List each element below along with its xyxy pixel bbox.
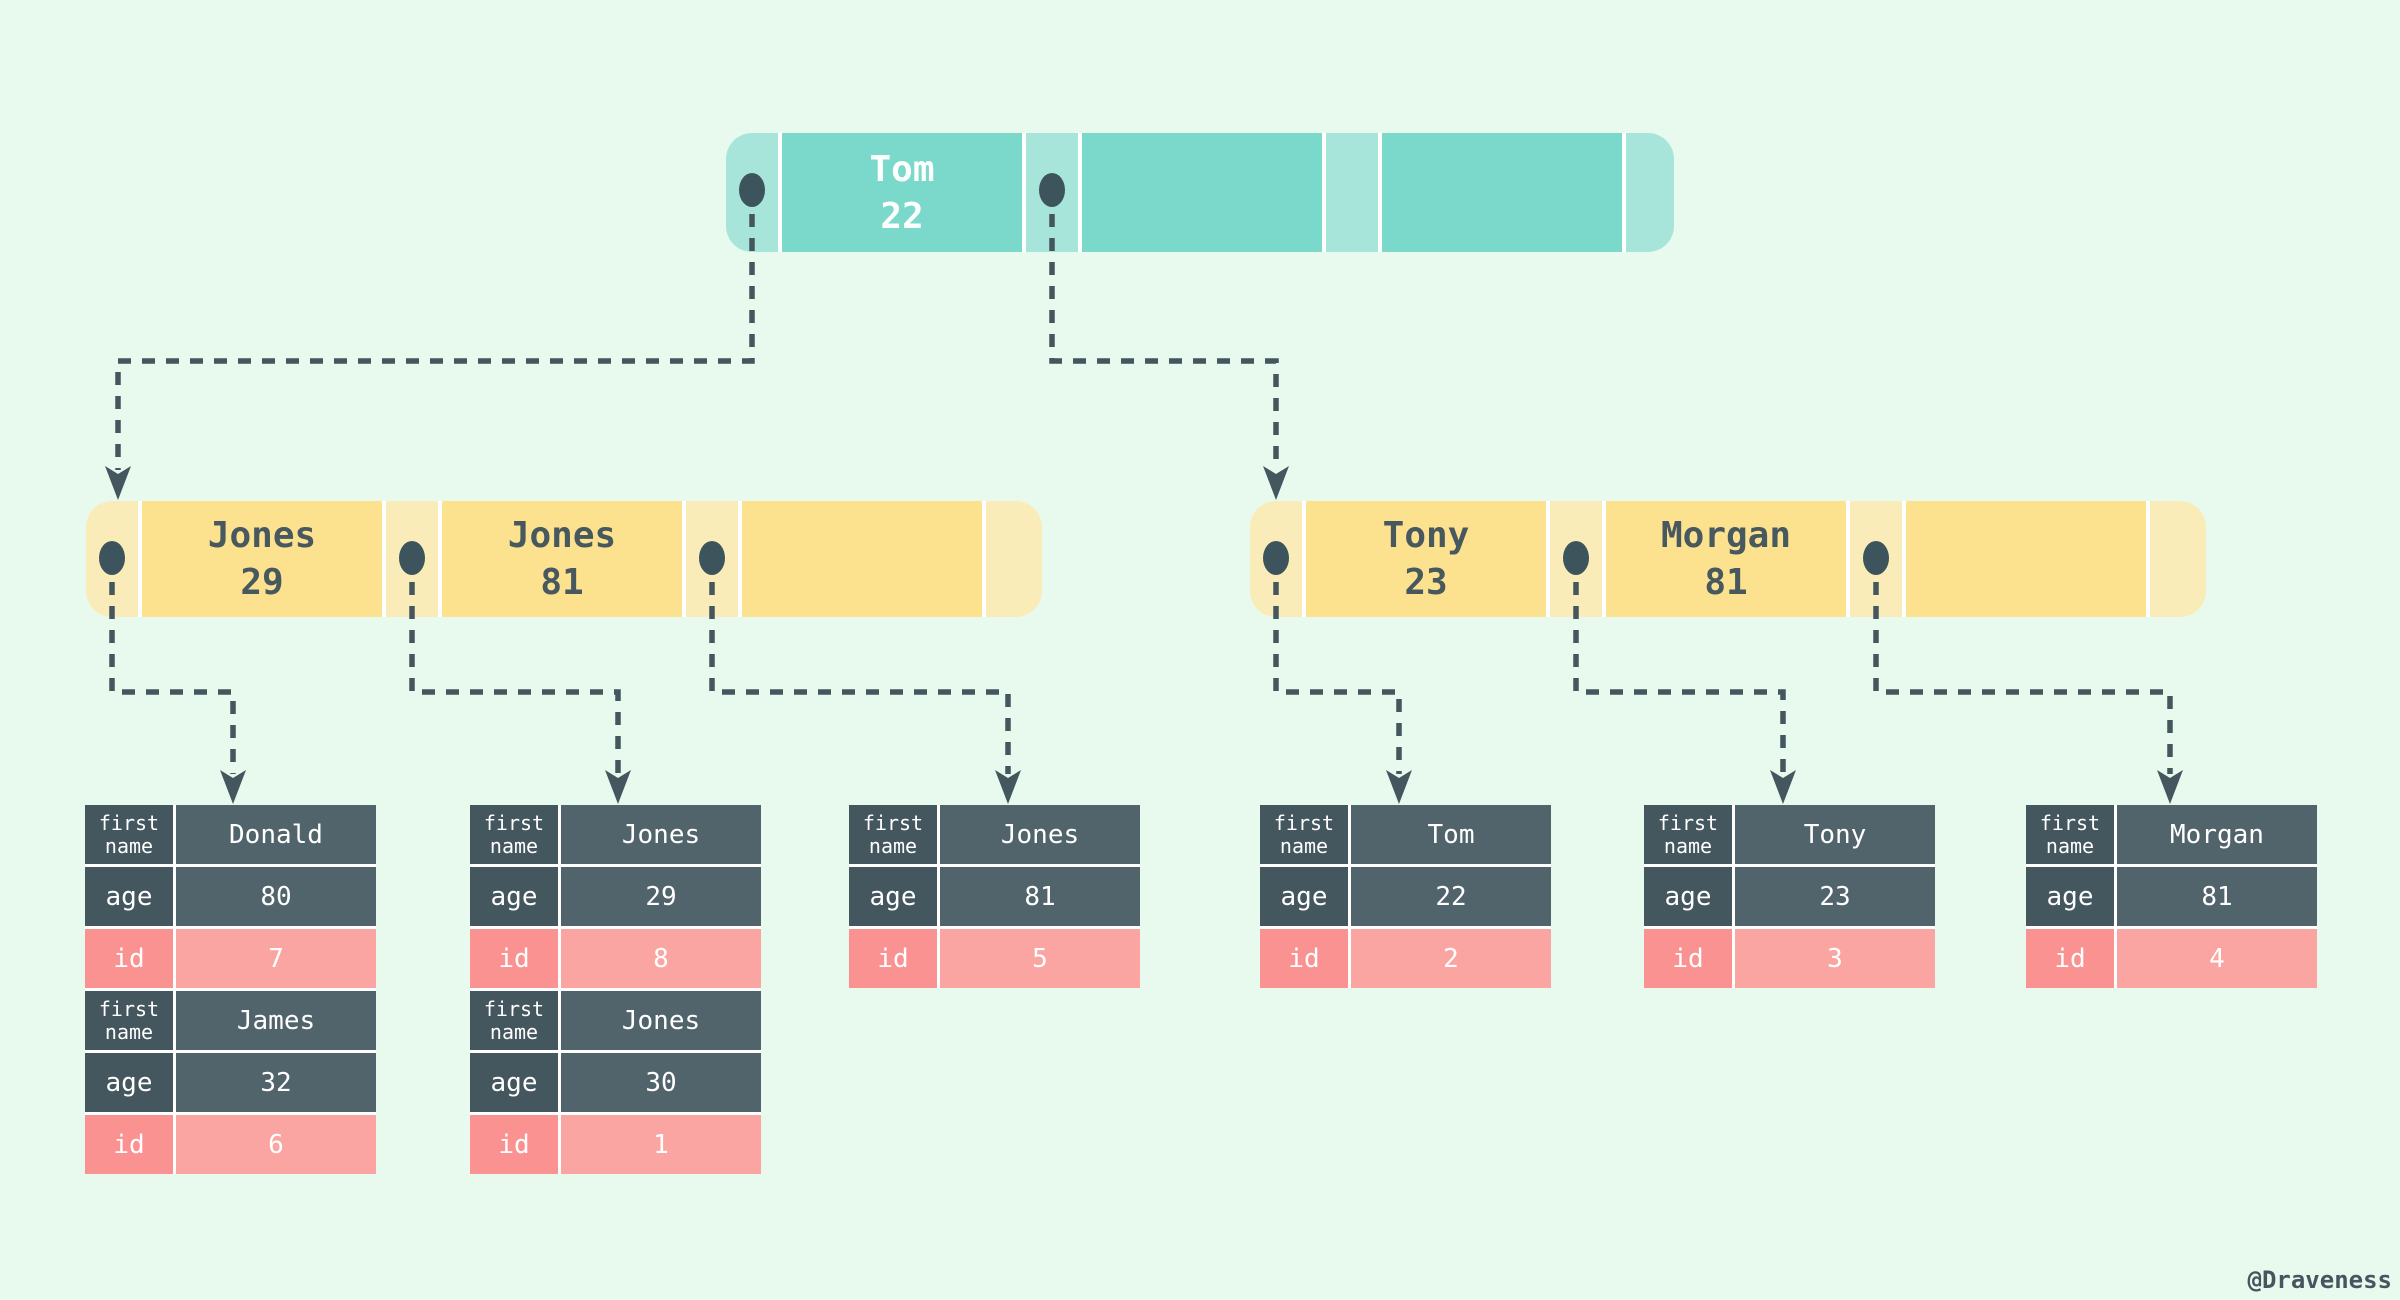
field-value-age: 80: [176, 867, 376, 926]
key-name: Jones: [507, 515, 617, 556]
record-table: first name Jones age 29 id 8 first name …: [470, 805, 761, 1174]
field-value-name: Jones: [561, 805, 761, 864]
pointer-cell: [726, 133, 778, 252]
field-label-age: age: [2026, 867, 2114, 926]
field-label-id: id: [85, 929, 173, 988]
field-label-id: id: [2026, 929, 2114, 988]
field-value-age: 32: [176, 1053, 376, 1112]
field-label-first-name: first name: [2026, 805, 2114, 864]
pointer-cell: [986, 501, 1042, 617]
field-label-id: id: [470, 929, 558, 988]
arrowhead-icon: [1386, 770, 1412, 804]
field-label-id: id: [470, 1115, 558, 1174]
key-cell: Tony 23: [1306, 501, 1546, 617]
field-label-id: id: [849, 929, 937, 988]
field-value-name: Jones: [940, 805, 1140, 864]
field-label-id: id: [1260, 929, 1348, 988]
field-value-age: 29: [561, 867, 761, 926]
field-label-age: age: [85, 1053, 173, 1112]
field-value-name: Jones: [561, 991, 761, 1050]
field-value-age: 30: [561, 1053, 761, 1112]
pointer-cell: [1026, 133, 1078, 252]
field-value-name: Tony: [1735, 805, 1935, 864]
key-cell: [1082, 133, 1322, 252]
key-age: 22: [880, 195, 924, 237]
key-cell: Tom 22: [782, 133, 1022, 252]
field-label-first-name: first name: [1260, 805, 1348, 864]
pointer-cell: [1550, 501, 1602, 617]
arrowhead-icon: [220, 770, 246, 804]
record-table: first name Tony age 23 id 3: [1644, 805, 1935, 988]
connector-root-to-left: [115, 190, 755, 470]
field-label-first-name: first name: [849, 805, 937, 864]
record-table: first name Jones age 81 id 5: [849, 805, 1140, 988]
field-value-age: 23: [1735, 867, 1935, 926]
field-label-id: id: [1644, 929, 1732, 988]
arrowhead-icon: [1770, 770, 1796, 804]
internal-node-right: Tony 23 Morgan 81: [1250, 501, 2206, 617]
internal-node-left: Jones 29 Jones 81: [86, 501, 1042, 617]
pointer-cell: [2150, 501, 2206, 617]
field-value-name: Donald: [176, 805, 376, 864]
record-table: first name Morgan age 81 id 4: [2026, 805, 2317, 988]
pointer-cell: [1850, 501, 1902, 617]
field-label-first-name: first name: [470, 991, 558, 1050]
field-value-id: 8: [561, 929, 761, 988]
field-value-id: 3: [1735, 929, 1935, 988]
field-value-name: Morgan: [2117, 805, 2317, 864]
pointer-cell: [1250, 501, 1302, 617]
field-label-age: age: [470, 867, 558, 926]
pointer-cell: [1326, 133, 1378, 252]
key-cell: [1906, 501, 2146, 617]
field-label-id: id: [85, 1115, 173, 1174]
root-node: Tom 22: [726, 133, 1674, 252]
field-value-id: 5: [940, 929, 1140, 988]
field-value-age: 81: [2117, 867, 2317, 926]
key-age: 81: [540, 562, 584, 603]
field-label-age: age: [849, 867, 937, 926]
key-age: 81: [1704, 562, 1748, 603]
field-label-first-name: first name: [470, 805, 558, 864]
key-name: Morgan: [1660, 515, 1792, 556]
pointer-cell: [86, 501, 138, 617]
arrowhead-icon: [1263, 466, 1289, 500]
field-label-age: age: [470, 1053, 558, 1112]
record-table: first name Tom age 22 id 2: [1260, 805, 1551, 988]
field-value-id: 2: [1351, 929, 1551, 988]
field-label-age: age: [85, 867, 173, 926]
arrowhead-icon: [105, 466, 131, 500]
pointer-cell: [1626, 133, 1674, 252]
key-cell: Jones 81: [442, 501, 682, 617]
key-name: Tony: [1382, 515, 1470, 556]
key-cell: [1382, 133, 1622, 252]
record-table: first name Donald age 80 id 7 first name…: [85, 805, 376, 1174]
field-value-id: 6: [176, 1115, 376, 1174]
key-age: 29: [240, 562, 284, 603]
field-label-first-name: first name: [85, 805, 173, 864]
field-value-name: Tom: [1351, 805, 1551, 864]
pointer-cell: [686, 501, 738, 617]
arrowhead-icon: [995, 770, 1021, 804]
key-name: Jones: [207, 515, 317, 556]
field-value-age: 81: [940, 867, 1140, 926]
arrowhead-icon: [605, 770, 631, 804]
field-label-first-name: first name: [85, 991, 173, 1050]
key-name: Tom: [869, 148, 935, 190]
arrowhead-icon: [2157, 770, 2183, 804]
field-value-id: 1: [561, 1115, 761, 1174]
key-cell: [742, 501, 982, 617]
key-cell: Jones 29: [142, 501, 382, 617]
field-value-id: 4: [2117, 929, 2317, 988]
field-label-age: age: [1260, 867, 1348, 926]
key-cell: Morgan 81: [1606, 501, 1846, 617]
field-label-first-name: first name: [1644, 805, 1732, 864]
field-label-age: age: [1644, 867, 1732, 926]
watermark: @Draveness: [2247, 1266, 2393, 1294]
field-value-name: James: [176, 991, 376, 1050]
pointer-cell: [386, 501, 438, 617]
field-value-age: 22: [1351, 867, 1551, 926]
key-age: 23: [1404, 562, 1448, 603]
field-value-id: 7: [176, 929, 376, 988]
